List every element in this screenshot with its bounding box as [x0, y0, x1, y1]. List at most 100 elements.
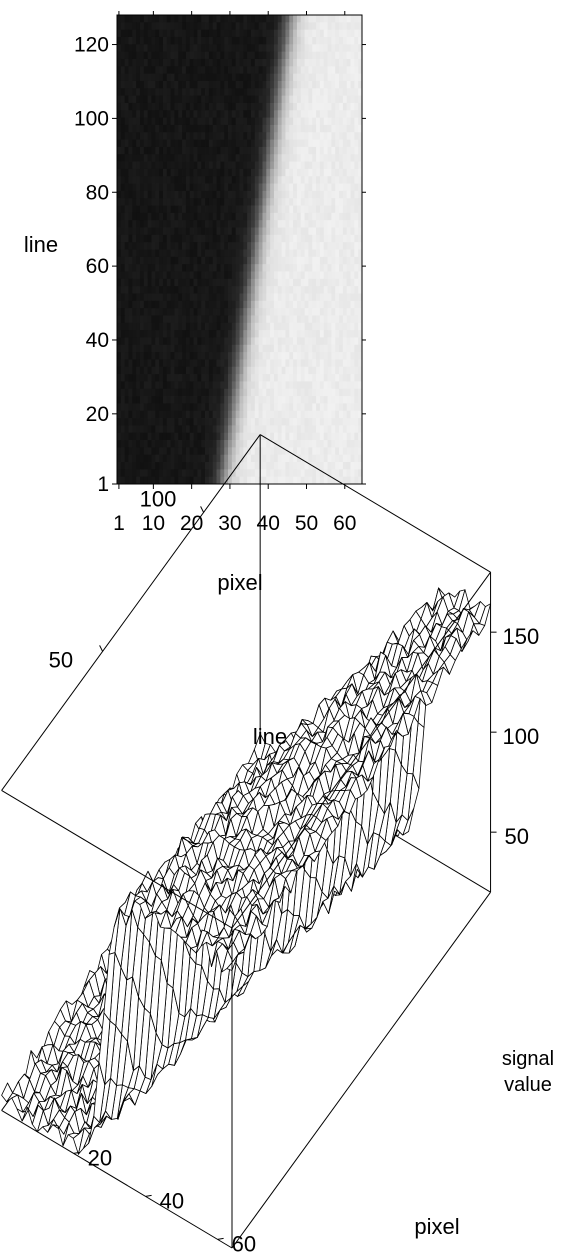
- heatmap-cell: [143, 80, 149, 89]
- heatmap-cell: [139, 388, 145, 397]
- heatmap-cell: [289, 168, 294, 177]
- heatmap-cell: [342, 80, 348, 89]
- heatmap-cell: [201, 73, 206, 82]
- heatmap-cell: [182, 293, 187, 302]
- heatmap-cell: [342, 344, 348, 353]
- heatmap-cell: [205, 366, 210, 375]
- heatmap-cell: [235, 396, 240, 404]
- heatmap-cell: [124, 139, 129, 148]
- heatmap-cell: [247, 300, 252, 309]
- heatmap-cell: [327, 29, 332, 38]
- heatmap-cell: [254, 88, 260, 97]
- heatmap-cell: [147, 396, 152, 404]
- heatmap-cell: [270, 249, 275, 258]
- heatmap-cell: [189, 476, 194, 485]
- heatmap-cell: [243, 300, 248, 309]
- heatmap-cell: [208, 418, 214, 426]
- heatmap-cell: [319, 403, 325, 412]
- heatmap-cell: [159, 220, 164, 228]
- heatmap-cell: [312, 124, 317, 133]
- heatmap-cell: [189, 146, 194, 155]
- heatmap-cell: [304, 36, 309, 45]
- heatmap-cell: [312, 102, 317, 111]
- heatmap-cell: [132, 139, 137, 148]
- heatmap-cell: [285, 344, 290, 353]
- heatmap-cell: [174, 366, 179, 375]
- heatmap-cell: [327, 264, 332, 272]
- heatmap-cell: [139, 366, 145, 375]
- heatmap-cell: [143, 396, 149, 404]
- heatmap-cell: [335, 161, 340, 170]
- heatmap-cell: [266, 440, 271, 448]
- heatmap-cell: [231, 440, 237, 448]
- heatmap-cell: [250, 300, 256, 309]
- heatmap-cell: [185, 249, 191, 258]
- heatmap-cell: [319, 396, 325, 404]
- heatmap-cell: [117, 205, 122, 214]
- heatmap-cell: [182, 381, 187, 390]
- heatmap-cell: [300, 124, 305, 133]
- heatmap-cell: [323, 249, 328, 258]
- heatmap-cell: [185, 388, 191, 397]
- heatmap-cell: [258, 139, 263, 148]
- heatmap-cell: [243, 374, 248, 382]
- heatmap-cell: [335, 44, 340, 53]
- heatmap-cell: [319, 117, 325, 126]
- heatmap-cell: [128, 22, 133, 31]
- heatmap-cell: [281, 15, 286, 23]
- heatmap-cell: [308, 418, 313, 426]
- heatmap-cell: [228, 95, 233, 104]
- heatmap-cell: [178, 154, 183, 162]
- heatmap-cell: [300, 381, 305, 390]
- heatmap-cell: [182, 66, 187, 75]
- heatmap-cell: [312, 58, 317, 67]
- heatmap-cell: [296, 454, 302, 463]
- heatmap-cell: [254, 51, 260, 60]
- heatmap-cell: [285, 73, 290, 82]
- heatmap-cell: [289, 300, 294, 309]
- heatmap-cell: [289, 278, 294, 287]
- heatmap-cell: [354, 95, 359, 104]
- heatmap-cell: [197, 154, 202, 162]
- heatmap-cell: [151, 73, 156, 82]
- heatmap-cell: [193, 410, 198, 419]
- heatmap-cell: [151, 242, 156, 250]
- heatmap-cell: [212, 293, 217, 302]
- heatmap-cell: [296, 271, 302, 280]
- heatmap-cell: [354, 432, 359, 441]
- heatmap-cell: [216, 168, 221, 177]
- heatmap-cell: [300, 110, 305, 118]
- heatmap-cell: [262, 264, 267, 272]
- heatmap-cell: [304, 51, 309, 60]
- heatmap-cell: [277, 154, 283, 162]
- heatmap-cell: [155, 212, 160, 221]
- heatmap-cell: [231, 198, 237, 206]
- heatmap-cell: [201, 234, 206, 243]
- heatmap-cell: [128, 374, 133, 382]
- heatmap-cell: [342, 462, 348, 470]
- heatmap-cell: [304, 286, 309, 294]
- heatmap-cell: [174, 15, 179, 23]
- heatmap-cell: [132, 403, 137, 412]
- heatmap-cell: [346, 161, 351, 170]
- heatmap-cell: [304, 410, 309, 419]
- heatmap-cell: [296, 308, 302, 316]
- heatmap-cell: [293, 66, 298, 75]
- heatmap-cell: [132, 124, 137, 133]
- heatmap-cell: [254, 15, 260, 23]
- heatmap-cell: [254, 432, 260, 441]
- heatmap-cell: [208, 117, 214, 126]
- heatmap-cell: [312, 88, 317, 97]
- heatmap-cell: [139, 359, 145, 368]
- heatmap-cell: [197, 432, 202, 441]
- heatmap-cell: [270, 352, 275, 360]
- heatmap-cell: [335, 403, 340, 412]
- heatmap-cell: [339, 315, 344, 324]
- heatmap-cell: [124, 58, 129, 67]
- heatmap-cell: [273, 80, 279, 89]
- heatmap-cell: [147, 51, 152, 60]
- heatmap-cell: [258, 117, 263, 126]
- heatmap-cell: [266, 396, 271, 404]
- heatmap-cell: [277, 44, 283, 53]
- heatmap-cell: [350, 432, 355, 441]
